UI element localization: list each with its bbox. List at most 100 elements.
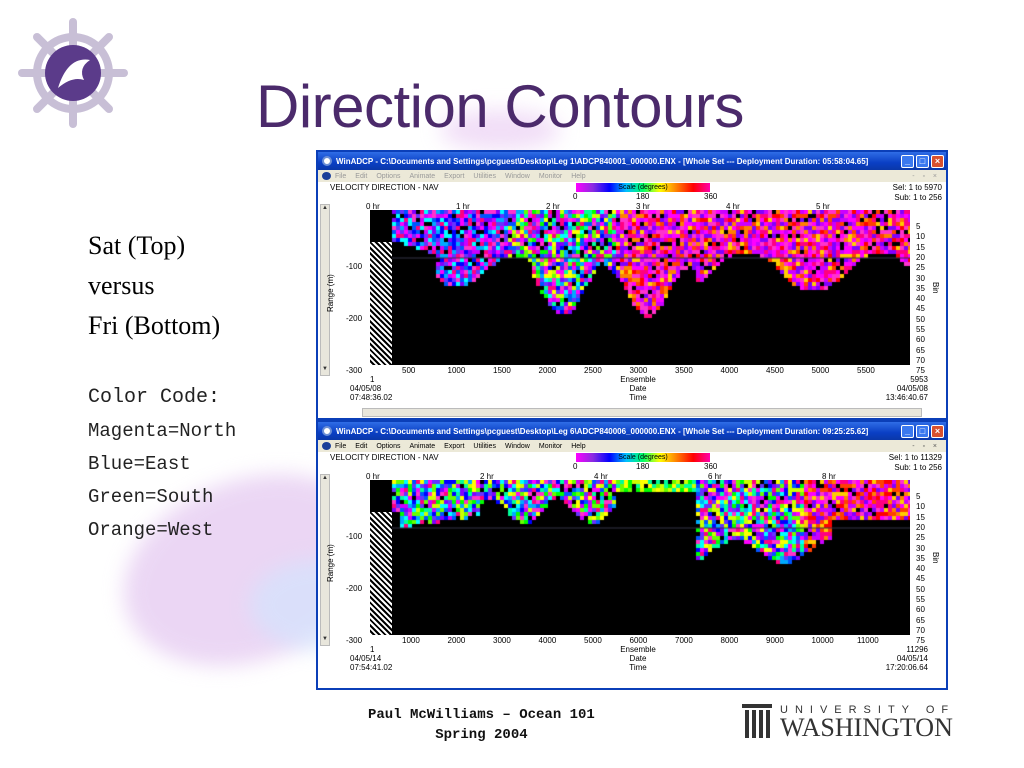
date-end: 04/05/14 [896, 654, 928, 663]
end-info: 5953 04/05/08 13:46:40.67 [878, 375, 928, 402]
horizontal-scrollbar[interactable] [362, 408, 922, 417]
bin-tick-label: 70 [916, 355, 925, 365]
menu-window[interactable]: Window [504, 442, 530, 450]
range-tick-label: -100 [346, 262, 363, 271]
mdi-controls[interactable]: - ▫ × [912, 442, 940, 450]
bin-tick-label: 75 [916, 636, 925, 646]
ensemble-tick-label: 4000 [538, 636, 557, 645]
caption-line-2: versus [88, 271, 155, 300]
hour-tick-label: 2 hr [546, 202, 560, 211]
menu-help[interactable]: Help [571, 442, 586, 450]
vertical-scrollbar[interactable]: ▲ ▼ [320, 474, 330, 646]
ensemble-tick-label: 9000 [766, 636, 784, 645]
menu-file[interactable]: File [335, 442, 347, 450]
bin-tick-label: 55 [916, 325, 925, 334]
ensemble-tick-label: 10000 [811, 636, 834, 645]
plot-area: VELOCITY DIRECTION - NAV Scale (degrees) 0… [318, 452, 946, 688]
bin-tick-label: 65 [916, 615, 925, 625]
no-data-hatch [370, 242, 392, 365]
hour-tick-label: 3 hr [636, 202, 650, 211]
menu-export[interactable]: Export [444, 172, 465, 180]
scroll-up-arrow[interactable]: ▲ [322, 475, 328, 481]
maximize-button[interactable]: □ [916, 424, 929, 438]
minimize-button[interactable]: _ [901, 424, 914, 438]
bin-tick-label: 20 [916, 252, 925, 262]
ensemble-tick-label: 5500 [857, 366, 875, 375]
menu-export[interactable]: Export [444, 442, 465, 450]
menu-animate[interactable]: Animate [409, 442, 436, 450]
footer-line-2: Spring 2004 [435, 727, 528, 743]
bin-tick-label: 55 [916, 595, 925, 604]
scale-tick: 0 [573, 462, 578, 471]
axis-names: Ensemble Date Time [618, 375, 658, 402]
menu-edit[interactable]: Edit [355, 172, 368, 180]
bin-tick-label: 35 [916, 553, 925, 563]
app-icon [322, 156, 332, 166]
menu-file[interactable]: File [335, 172, 347, 180]
menu-utilities[interactable]: Utilities [473, 442, 496, 450]
hour-tick-label: 4 hr [726, 202, 740, 211]
ensemble-tick-label: 2000 [538, 366, 557, 375]
ensemble-label: Ensemble [620, 375, 656, 384]
footer-line-1: Paul McWilliams – Ocean 101 [368, 707, 595, 723]
ensemble-tick-label: 2500 [584, 366, 602, 375]
menu-help[interactable]: Help [571, 172, 586, 180]
scroll-up-arrow[interactable]: ▲ [322, 205, 328, 211]
menu-window[interactable]: Window [504, 172, 530, 180]
legend-text: Sat (Top) versus Fri (Bottom) Color Code… [88, 230, 236, 552]
color-code-west: Orange=West [88, 519, 214, 541]
bin-tick-label: 75 [916, 366, 925, 376]
menu-options[interactable]: Options [376, 442, 401, 450]
menu-utilities[interactable]: Utilities [473, 172, 496, 180]
color-code-north: Magenta=North [88, 420, 237, 442]
range-tick-label: -300 [346, 636, 363, 645]
uw-washington-text: WASHINGTON [780, 713, 953, 742]
range-tick-label: -100 [346, 532, 363, 541]
close-button[interactable]: × [931, 424, 944, 438]
ship-wheel-logo [18, 18, 128, 128]
time-start: 07:48:36.02 [350, 393, 393, 402]
window-titlebar[interactable]: WinADCP - C:\Documents and Settings\pcgu… [318, 152, 946, 170]
ensemble-end: 5953 [910, 375, 928, 384]
sub-range: Sub: 1 to 256 [894, 193, 942, 202]
plot-title: VELOCITY DIRECTION - NAV [330, 183, 439, 192]
bin-tick-label: 70 [916, 625, 925, 635]
menu-options[interactable]: Options [376, 172, 401, 180]
color-code-heading: Color Code: [88, 386, 221, 409]
ensemble-tick-label: 4500 [766, 366, 784, 375]
date-label: Date [629, 654, 647, 663]
close-button[interactable]: × [931, 154, 944, 168]
ensemble-tick-label: 3000 [629, 366, 648, 375]
menu-edit[interactable]: Edit [355, 442, 368, 450]
doc-icon [322, 172, 331, 180]
vertical-scrollbar[interactable]: ▲ ▼ [320, 204, 330, 376]
bin-tick-label: 50 [916, 314, 925, 324]
menu-monitor[interactable]: Monitor [538, 442, 563, 450]
ensemble-tick-label: 6000 [629, 636, 648, 645]
mdi-controls[interactable]: - ▫ × [912, 172, 940, 180]
bin-tick-label: 15 [916, 512, 925, 522]
minimize-button[interactable]: _ [901, 154, 914, 168]
window-title: WinADCP - C:\Documents and Settings\pcgu… [336, 426, 869, 436]
menu-animate[interactable]: Animate [409, 172, 436, 180]
bin-tick-label: 5 [916, 492, 921, 501]
color-scale-bar: Scale (degrees) [576, 453, 710, 462]
scroll-down-arrow[interactable]: ▼ [322, 636, 328, 642]
scroll-down-arrow[interactable]: ▼ [322, 366, 328, 372]
menu-monitor[interactable]: Monitor [538, 172, 563, 180]
bin-tick-label: 50 [916, 584, 925, 594]
ensemble-tick-label: 8000 [720, 636, 739, 645]
ensemble-tick-label: 1000 [447, 366, 466, 375]
winadcp-window-bottom[interactable]: WinADCP - C:\Documents and Settings\pcgu… [316, 420, 948, 690]
hour-tick-label: 6 hr [708, 472, 722, 481]
range-tick-label: -200 [346, 314, 363, 323]
end-info: 11296 04/05/14 17:20:06.64 [878, 645, 928, 672]
window-titlebar[interactable]: WinADCP - C:\Documents and Settings\pcgu… [318, 422, 946, 440]
bin-tick-label: 60 [916, 335, 925, 345]
winadcp-window-top[interactable]: WinADCP - C:\Documents and Settings\pcgu… [316, 150, 948, 420]
ensemble-tick-label: 3000 [493, 636, 511, 645]
hour-tick-label: 2 hr [480, 472, 494, 481]
maximize-button[interactable]: □ [916, 154, 929, 168]
scale-tick: 180 [636, 462, 650, 471]
axis-names: Ensemble Date Time [618, 645, 658, 672]
